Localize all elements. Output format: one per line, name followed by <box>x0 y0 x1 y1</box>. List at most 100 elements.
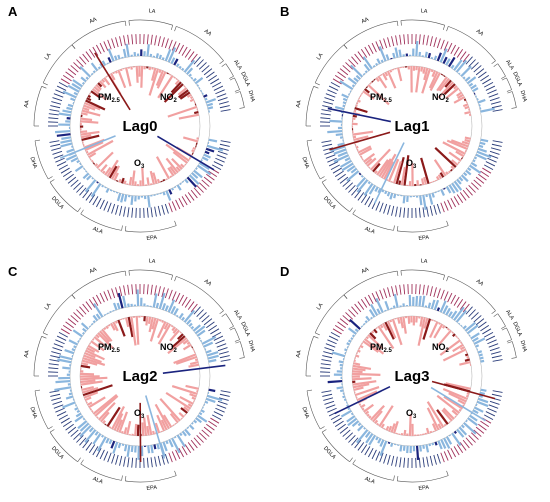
metabolite-label <box>342 65 351 73</box>
outer-bar <box>475 344 480 348</box>
inner-bar <box>93 336 106 347</box>
metabolite-label <box>85 301 93 310</box>
outer-bar <box>67 84 80 93</box>
metabolite-label <box>348 309 356 318</box>
metabolite-label <box>324 400 335 405</box>
metabolite-label <box>198 432 207 440</box>
outer-bar <box>463 422 477 435</box>
outer-bar <box>207 106 214 110</box>
group-label: AA <box>23 350 30 359</box>
inner-bar <box>84 396 92 402</box>
metabolite-label <box>443 291 449 301</box>
inner-bar <box>85 401 88 404</box>
inner-bar <box>82 384 113 397</box>
outer-bar <box>79 422 90 432</box>
inner-bar <box>80 130 100 136</box>
outer-bar <box>455 59 468 73</box>
inner-bar <box>100 164 108 173</box>
metabolite-label <box>196 434 204 443</box>
inner-bar <box>453 96 466 104</box>
metabolite-label <box>196 309 204 318</box>
outer-bar <box>164 305 169 312</box>
group-label: AA <box>295 350 302 359</box>
outer-bar <box>347 77 357 85</box>
metabolite-label <box>489 400 500 405</box>
outer-bar <box>62 90 77 99</box>
metabolite-label <box>322 393 333 397</box>
group-label: AA <box>203 278 213 287</box>
inner-bar <box>461 140 470 146</box>
metabolite-label <box>218 147 229 151</box>
inner-bar <box>88 152 97 159</box>
accent-spoke <box>162 364 226 374</box>
metabolite-label <box>339 68 349 76</box>
group-arc-tick <box>49 179 55 183</box>
outer-bar <box>82 331 85 335</box>
inner-bar <box>104 166 112 176</box>
group-arc-tick <box>349 457 353 462</box>
outer-bar <box>206 394 223 402</box>
inner-bar <box>360 155 363 159</box>
group-arc <box>125 225 177 233</box>
inner-bar <box>378 405 394 427</box>
inner-bar <box>106 406 121 427</box>
outer-bar <box>73 91 78 96</box>
metabolite-label <box>92 446 99 456</box>
outer-bar <box>470 332 480 340</box>
group-arc-tick <box>313 86 319 89</box>
metabolite-label <box>491 105 502 109</box>
outer-bar <box>350 167 358 174</box>
panel-c-no2-label: NO2 <box>160 342 178 354</box>
metabolite-label <box>321 390 332 393</box>
outer-bar <box>188 322 193 328</box>
inner-bar <box>457 93 464 99</box>
outer-bar <box>206 351 219 357</box>
group-arc-tick <box>352 459 356 465</box>
outer-bar <box>453 180 463 191</box>
outer-bar <box>339 80 354 90</box>
inner-bar <box>187 403 193 408</box>
outer-bar <box>478 144 484 148</box>
group-arc <box>239 91 245 108</box>
inner-bar <box>370 404 385 421</box>
metabolite-label <box>459 301 467 310</box>
inner-bar <box>376 422 380 426</box>
outer-bar <box>346 415 356 423</box>
outer-bar <box>476 400 489 408</box>
inner-bar <box>178 113 200 120</box>
metabolite-label <box>360 48 368 58</box>
metabolite-label <box>483 332 494 338</box>
metabolite-label <box>55 339 65 345</box>
group-arc-tick <box>315 332 320 336</box>
inner-bar <box>180 407 188 414</box>
inner-bar <box>426 401 445 428</box>
outer-bar <box>468 334 471 337</box>
metabolite-label <box>462 439 470 449</box>
outer-bar <box>451 432 462 447</box>
outer-bar <box>173 436 177 439</box>
inner-bar <box>364 157 373 165</box>
outer-bar <box>88 427 94 433</box>
inner-bar <box>188 156 191 160</box>
metabolite-label <box>187 51 195 60</box>
metabolite-label <box>154 206 157 217</box>
outer-bar <box>181 67 185 71</box>
metabolite-label <box>184 298 192 308</box>
group-arc-tick <box>174 26 177 32</box>
metabolite-label <box>468 434 476 443</box>
metabolite-label <box>82 303 90 313</box>
outer-bar <box>463 172 468 177</box>
inner-bar <box>430 69 434 73</box>
metabolite-label <box>328 335 339 341</box>
metabolite-label <box>196 184 204 193</box>
metabolite-label <box>103 201 109 211</box>
group-arc-tick <box>442 275 446 281</box>
metabolite-label <box>485 85 496 91</box>
inner-bar <box>92 393 118 415</box>
inner-bar <box>117 319 126 337</box>
group-arc-tick <box>446 26 449 32</box>
outer-bar <box>55 129 71 134</box>
metabolite-label <box>337 423 346 431</box>
inner-bar <box>148 317 154 333</box>
